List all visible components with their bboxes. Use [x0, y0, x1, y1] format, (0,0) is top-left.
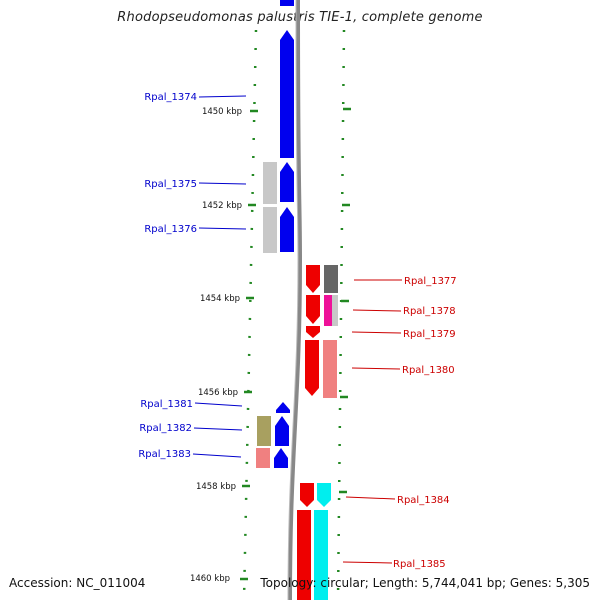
gene-1383[interactable] [274, 448, 288, 468]
gene-1374[interactable] [280, 30, 294, 158]
feature-1382-olive [257, 416, 271, 446]
leader-line-1374 [198, 95, 247, 98]
gene-label-1378[interactable]: Rpal_1378 [403, 306, 456, 317]
scale-label-1450: 1450 kbp [202, 107, 242, 117]
gene-label-1376[interactable]: Rpal_1376 [144, 224, 197, 235]
scale-ticks-right [339, 107, 351, 494]
reverse-strand-features [314, 265, 338, 600]
feature-1377-darkgray [324, 265, 338, 293]
gene-label-1383[interactable]: Rpal_1383 [138, 449, 191, 460]
gene-label-1385[interactable]: Rpal_1385 [393, 559, 446, 570]
feature-1375-gray [263, 162, 277, 204]
feature-1378-gray [332, 295, 338, 326]
gene-label-1381[interactable]: Rpal_1381 [140, 399, 193, 410]
scale-label-1452: 1452 kbp [202, 201, 242, 211]
leader-line-1380 [351, 367, 401, 370]
gene-1375[interactable] [280, 162, 294, 202]
forward-strand-genes [274, 0, 294, 468]
reverse-strand-genes [297, 265, 320, 600]
scale-label-1460: 1460 kbp [190, 574, 230, 584]
scale-ticks-left [240, 109, 258, 581]
gene-label-1374[interactable]: Rpal_1374 [144, 92, 197, 103]
gene-1385[interactable] [297, 510, 311, 600]
scale-label-1454: 1454 kbp [200, 294, 240, 304]
genome-backbone [288, 0, 303, 600]
leader-line-1381 [194, 402, 243, 407]
gene-label-1377[interactable]: Rpal_1377 [404, 276, 457, 287]
gene-1381[interactable] [276, 402, 290, 413]
leader-line-1379 [351, 331, 402, 334]
gene-1376[interactable] [280, 207, 294, 252]
gene-1384[interactable] [300, 483, 314, 507]
leader-line-1383 [192, 453, 242, 458]
leader-line-1375 [198, 182, 247, 185]
gene-label-1382[interactable]: Rpal_1382 [139, 423, 192, 434]
genome-backbone-highlight [287, 0, 299, 600]
left-guide-line [242, 29, 258, 600]
feature-1383-pink [256, 448, 270, 468]
gene-1382[interactable] [275, 416, 289, 446]
gene-label-1379[interactable]: Rpal_1379 [403, 329, 456, 340]
gene-1380[interactable] [305, 340, 319, 396]
feature-1384-cyan [317, 483, 331, 507]
leader-line-1385 [342, 561, 393, 564]
feature-1385-cyan [314, 510, 328, 600]
gene-top-fragment [280, 0, 294, 6]
leader-line-1382 [193, 427, 243, 431]
accession-label: Accession: NC_011004 [9, 576, 146, 590]
leader-line-1378 [352, 309, 402, 312]
feature-1380-pink [323, 340, 337, 398]
leader-line-1376 [198, 227, 247, 230]
topology-label: Topology: circular; Length: 5,744,041 bp… [260, 576, 590, 590]
scale-label-1456: 1456 kbp [198, 388, 238, 398]
gene-label-1384[interactable]: Rpal_1384 [397, 495, 450, 506]
gene-1379[interactable] [306, 326, 320, 338]
scale-label-1458: 1458 kbp [196, 482, 236, 492]
gene-1377[interactable] [306, 265, 320, 293]
leader-line-1384 [345, 496, 396, 500]
gene-1378[interactable] [306, 295, 320, 324]
feature-1376-gray [263, 207, 277, 253]
feature-1378-magenta [324, 295, 332, 326]
right-guide-line [336, 29, 346, 600]
forward-strand-features [256, 162, 277, 468]
gene-label-1375[interactable]: Rpal_1375 [144, 179, 197, 190]
gene-label-1380[interactable]: Rpal_1380 [402, 365, 455, 376]
